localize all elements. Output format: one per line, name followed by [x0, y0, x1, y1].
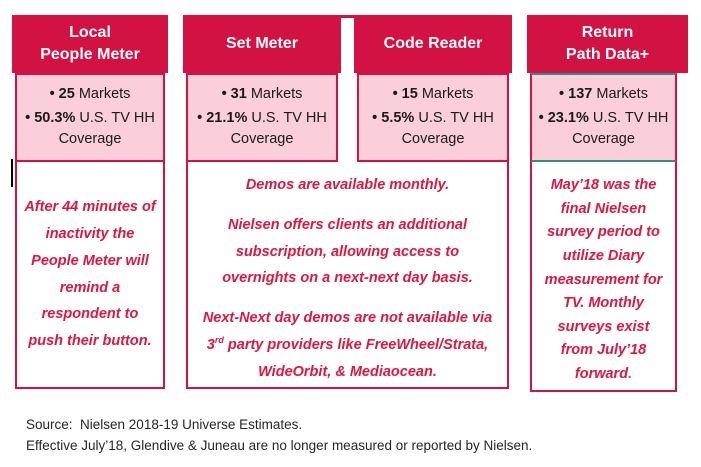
stat-line: • 5.5% U.S. TV HH Coverage: [364, 108, 502, 152]
set-meter-header: Set Meter: [183, 15, 341, 73]
stat-line: • 15 Markets: [393, 84, 474, 106]
stat-value: • 15: [392, 85, 418, 102]
stat-label: U.S. TV HH Coverage: [58, 109, 155, 148]
stat-line: • 137 Markets: [559, 84, 648, 106]
notes-paragraph: Next-Next day demos are not available vi…: [198, 305, 497, 385]
code-reader-stats-box: • 15 Markets • 5.5% U.S. TV HH Coverage: [357, 73, 509, 162]
local-people-meter-header: Local People Meter: [12, 15, 168, 73]
stat-value: • 31: [221, 85, 247, 102]
notes-paragraph: Nielsen offers clients an additional sub…: [222, 216, 473, 287]
stat-line: • 25 Markets: [50, 84, 131, 106]
stat-value: • 25: [49, 85, 75, 102]
code-reader-header: Code Reader: [354, 15, 512, 73]
set-meter-stats-box: • 31 Markets • 21.1% U.S. TV HH Coverage: [186, 73, 338, 162]
stat-label: U.S. TV HH Coverage: [401, 109, 494, 148]
local-people-meter-stats-box: • 25 Markets • 50.3% U.S. TV HH Coverage: [15, 73, 165, 162]
return-path-data-stats-box: • 137 Markets • 23.1% U.S. TV HH Coverag…: [530, 73, 677, 162]
header-title-line: Code Reader: [383, 35, 483, 53]
set-code-top-connector-line: [183, 15, 512, 18]
return-path-data-notes-box: May’18 was the final Nielsen survey peri…: [530, 162, 677, 392]
header-title-line: Local: [69, 24, 111, 42]
header-title-line: Return: [581, 24, 634, 42]
stat-line: • 50.3% U.S. TV HH Coverage: [22, 108, 158, 152]
stat-line: • 21.1% U.S. TV HH Coverage: [193, 108, 331, 152]
header-title-line: Path Data+: [565, 46, 650, 63]
stat-value: • 5.5%: [372, 109, 415, 126]
stat-value: • 50.3%: [25, 109, 76, 126]
stat-label: Markets: [246, 85, 303, 102]
header-title-line: Set Meter: [225, 35, 299, 53]
stat-value: • 21.1%: [197, 109, 248, 126]
effective-note: Effective July’18, Glendive & Juneau are…: [26, 438, 533, 453]
stat-label: Markets: [74, 85, 131, 102]
notes-paragraph: Demos are available monthly.: [245, 177, 450, 193]
local-people-meter-notes-box: After 44 minutes of inactivity the Peopl…: [15, 162, 165, 389]
ordinal-superscript: rd: [214, 335, 224, 346]
header-title-line: People Meter: [40, 46, 140, 63]
notes-text: party providers like FreeWheel/Strata, W…: [223, 337, 489, 380]
source-note: Source: Nielsen 2018-19 Universe Estimat…: [26, 417, 303, 432]
teal-period: .: [628, 366, 633, 382]
stat-label: Markets: [417, 85, 474, 102]
stat-value: • 137: [559, 85, 593, 102]
notes-text: May’18 was the final Nielsen survey peri…: [544, 177, 663, 382]
stat-label: Markets: [592, 85, 648, 102]
stat-value: • 23.1%: [538, 109, 589, 126]
notes-text: Next-Next day demos are not available vi…: [202, 310, 493, 354]
stat-line: • 31 Markets: [222, 84, 303, 106]
set-code-shared-notes-box: Demos are available monthly. Nielsen off…: [186, 162, 509, 389]
stat-label: U.S. TV HH Coverage: [572, 109, 669, 148]
stray-tick-mark: [11, 159, 13, 187]
notes-text: After 44 minutes of inactivity the Peopl…: [24, 199, 156, 350]
stat-line: • 23.1% U.S. TV HH Coverage: [537, 108, 670, 152]
stat-label: U.S. TV HH Coverage: [230, 109, 327, 148]
return-path-data-header: Return Path Data+: [527, 15, 688, 73]
